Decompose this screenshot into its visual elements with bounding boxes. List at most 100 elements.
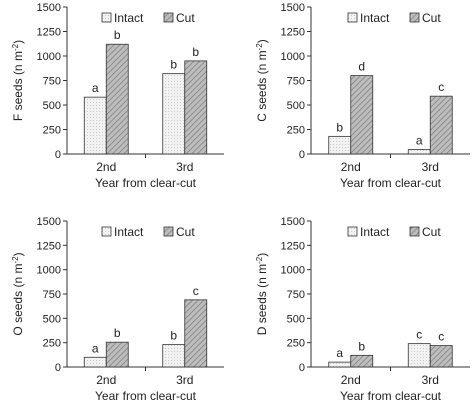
o-seeds-y-tick-label: 500 — [43, 313, 61, 325]
f-seeds-y-axis-label: F seeds (n m-2) — [11, 40, 25, 121]
f-seeds-legend-swatch-intact — [101, 12, 112, 23]
o-seeds-y-tick-label: 1500 — [37, 216, 61, 228]
o-seeds-significance-label: c — [193, 284, 199, 298]
c-seeds-legend-label-cut: Cut — [422, 11, 441, 25]
c-seeds-significance-label: b — [336, 120, 343, 134]
f-seeds-y-tick-label: 0 — [55, 149, 61, 161]
f-seeds-bar-intact — [162, 73, 186, 155]
f-seeds-y-tick-label: 250 — [43, 125, 61, 137]
f-seeds-significance-label: b — [170, 58, 177, 72]
f-seeds-y-tick-label: 750 — [43, 76, 61, 88]
o-seeds-y-tick-label: 0 — [55, 362, 61, 374]
c-seeds-bar-cut — [350, 75, 374, 155]
o-seeds-legend: Intact Cut — [101, 225, 195, 239]
c-seeds-legend: Intact Cut — [347, 11, 441, 25]
d-seeds-significance-label: c — [416, 328, 422, 342]
d-seeds-legend-label-cut: Cut — [422, 225, 441, 239]
f-seeds-category-label: 2nd — [96, 160, 116, 174]
f-seeds-legend-swatch-cut — [163, 12, 174, 23]
f-seeds-y-tick-label: 1500 — [37, 2, 61, 14]
d-seeds-y-tick-label: 500 — [287, 313, 305, 325]
d-seeds-category-label: 2nd — [341, 373, 361, 387]
f-seeds-significance-label: b — [192, 45, 199, 59]
f-seeds-x-axis-label: Year from clear-cut — [95, 176, 197, 190]
f-seeds-bar-cut — [105, 43, 129, 155]
o-seeds-category-label: 3rd — [176, 373, 193, 387]
f-seeds-legend-label-cut: Cut — [176, 11, 195, 25]
d-seeds-y-axis-label: D seeds (n m-2) — [255, 253, 269, 335]
f-seeds-legend: Intact Cut — [101, 11, 195, 25]
o-seeds-y-tick-label: 1000 — [37, 265, 61, 277]
o-seeds-bar-intact — [162, 344, 186, 368]
d-seeds-y-tick-label: 750 — [287, 289, 305, 301]
d-seeds-significance-label: c — [438, 330, 444, 344]
f-seeds-significance-label: a — [92, 81, 99, 95]
f-seeds-bar-cut — [184, 60, 208, 155]
d-seeds-bar-intact — [407, 343, 431, 368]
d-seeds-category-label: 3rd — [422, 373, 439, 387]
o-seeds-y-tick-label: 750 — [43, 289, 61, 301]
o-seeds-bar-cut — [105, 341, 129, 368]
d-seeds-significance-label: b — [358, 339, 365, 353]
o-seeds-y-tick-label: 250 — [43, 338, 61, 350]
c-seeds-y-tick-label: 1000 — [281, 51, 305, 63]
c-seeds-bar-intact — [328, 135, 352, 155]
o-seeds-significance-label: a — [92, 341, 99, 355]
c-seeds-category-label: 2nd — [341, 160, 361, 174]
c-seeds-significance-label: c — [438, 80, 444, 94]
f-seeds-legend-label-intact: Intact — [114, 11, 144, 25]
c-seeds-y-tick-label: 750 — [287, 76, 305, 88]
c-seeds-legend-swatch-cut — [409, 12, 420, 23]
f-seeds-category-label: 3rd — [176, 160, 193, 174]
c-seeds-y-tick-label: 0 — [299, 149, 305, 161]
d-seeds-y-tick-label: 0 — [299, 362, 305, 374]
c-seeds-bar-cut — [429, 95, 453, 155]
o-seeds-significance-label: b — [170, 329, 177, 343]
d-seeds-bar-cut — [350, 354, 374, 368]
c-seeds-significance-label: d — [358, 60, 365, 74]
d-seeds-y-tick-label: 250 — [287, 338, 305, 350]
o-seeds-category-label: 2nd — [96, 373, 116, 387]
c-seeds-category-label: 3rd — [422, 160, 439, 174]
o-seeds-significance-label: b — [114, 326, 121, 340]
f-seeds-y-tick-label: 1250 — [37, 27, 61, 39]
c-seeds-y-tick-label: 1500 — [281, 2, 305, 14]
c-seeds-legend-label-intact: Intact — [360, 11, 390, 25]
o-seeds-legend-label-intact: Intact — [114, 225, 144, 239]
c-seeds-y-tick-label: 250 — [287, 125, 305, 137]
d-seeds-bar-cut — [429, 345, 453, 368]
c-seeds-legend-swatch-intact — [347, 12, 358, 23]
d-seeds-legend: Intact Cut — [347, 225, 441, 239]
d-seeds-x-axis-label: Year from clear-cut — [340, 389, 442, 403]
c-seeds-y-tick-label: 1250 — [281, 27, 305, 39]
o-seeds-legend-label-cut: Cut — [176, 225, 195, 239]
panel-o-seeds: 0 250 500 750 1000 1250 1500 2nd a b 3rd b c Year fro… — [11, 216, 224, 403]
o-seeds-y-tick-label: 1250 — [37, 240, 61, 252]
d-seeds-significance-label: a — [336, 346, 343, 360]
o-seeds-bar-intact — [83, 356, 107, 368]
c-seeds-significance-label: a — [416, 134, 423, 148]
panel-f-seeds: 0 250 500 750 1000 1250 1500 2nd a b 3rd b b Year fro… — [11, 2, 224, 190]
c-seeds-y-axis-label: C seeds (n m-2) — [255, 39, 269, 121]
f-seeds-y-tick-label: 1000 — [37, 51, 61, 63]
d-seeds-legend-swatch-intact — [347, 226, 358, 237]
f-seeds-bar-intact — [83, 96, 107, 155]
d-seeds-y-tick-label: 1000 — [281, 265, 305, 277]
f-seeds-y-tick-label: 500 — [43, 100, 61, 112]
panel-d-seeds: 0 250 500 750 1000 1250 1500 2nd a b 3rd c c Year fro… — [255, 216, 470, 403]
o-seeds-y-axis-label: O seeds (n m-2) — [11, 252, 25, 335]
d-seeds-bar-intact — [328, 361, 352, 368]
c-seeds-x-axis-label: Year from clear-cut — [340, 176, 442, 190]
c-seeds-bar-intact — [407, 149, 431, 155]
o-seeds-legend-swatch-intact — [101, 226, 112, 237]
d-seeds-y-tick-label: 1250 — [281, 240, 305, 252]
o-seeds-legend-swatch-cut — [163, 226, 174, 237]
d-seeds-legend-label-intact: Intact — [360, 225, 390, 239]
o-seeds-bar-cut — [184, 299, 208, 368]
o-seeds-x-axis-label: Year from clear-cut — [95, 389, 197, 403]
f-seeds-significance-label: b — [114, 28, 121, 42]
d-seeds-y-tick-label: 1500 — [281, 216, 305, 228]
d-seeds-axis-lines — [310, 221, 470, 368]
c-seeds-y-tick-label: 500 — [287, 100, 305, 112]
